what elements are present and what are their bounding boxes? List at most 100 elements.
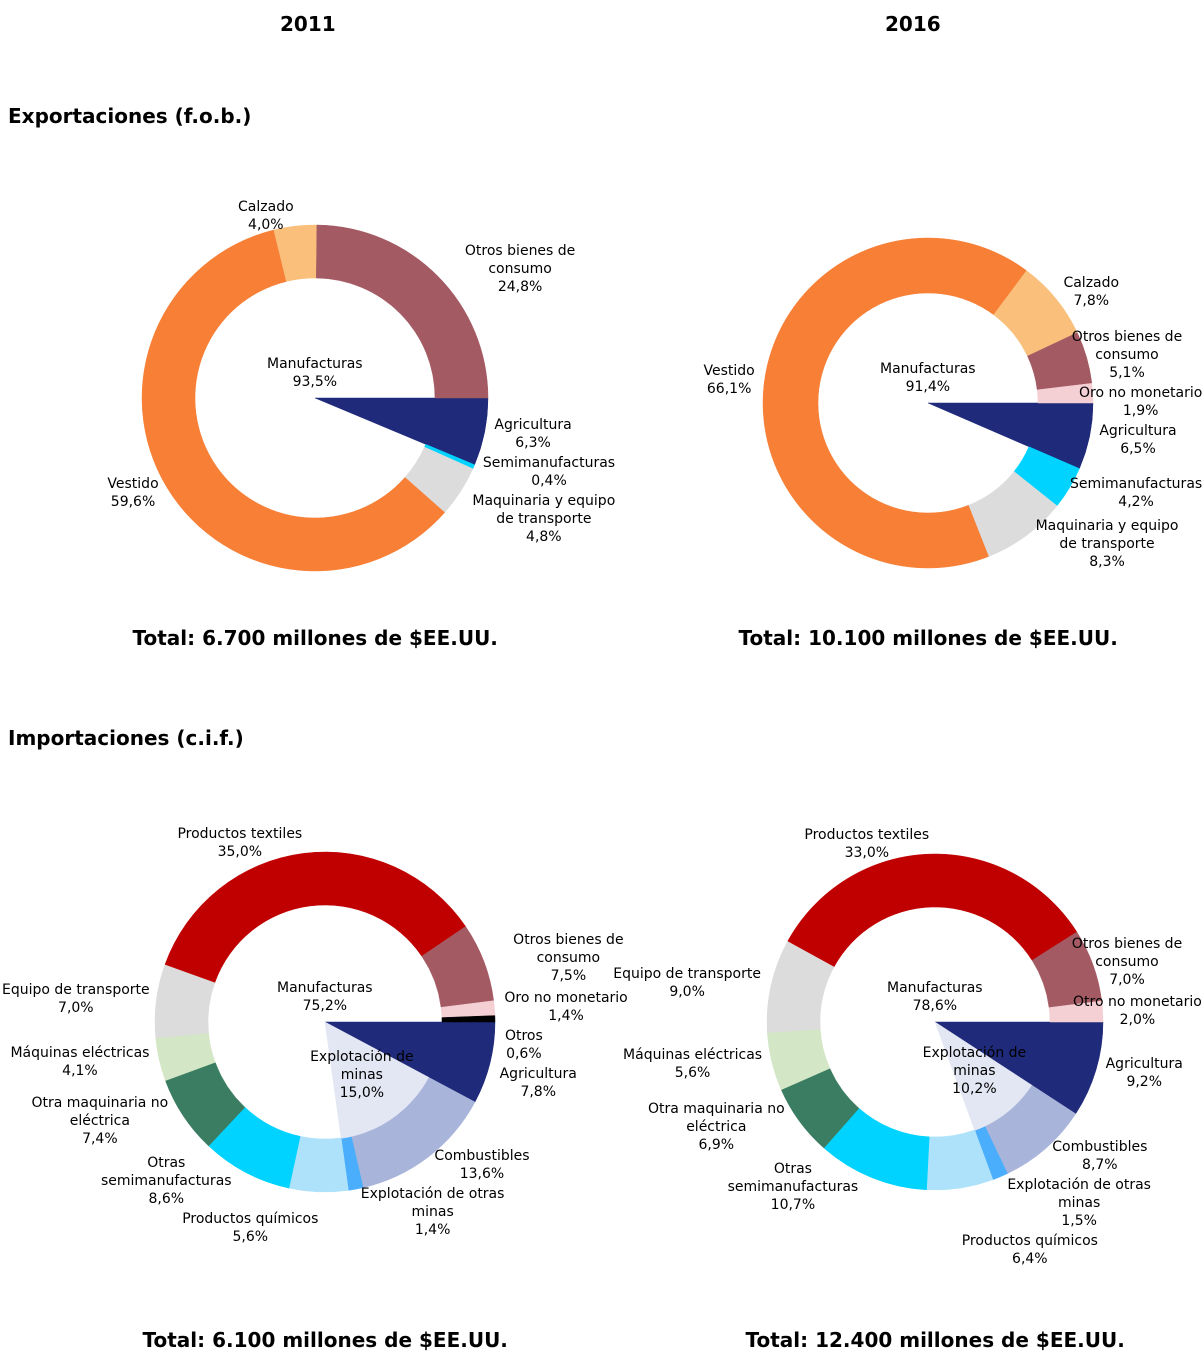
slice-label: Otras semimanufacturas 8,6% [91, 1154, 241, 1208]
label-text: Maquinaria y equipo de transporte [472, 493, 616, 528]
section-title: Importaciones (c.i.f.) [8, 726, 244, 750]
slice-label: Oro no monetario 1,4% [504, 989, 627, 1025]
label-text: 8,3% [1089, 553, 1125, 570]
slice-label: Explotación de otras minas 1,4% [358, 1185, 508, 1239]
slice-label: Otras semimanufacturas 10,7% [718, 1160, 868, 1214]
label-text: Explotación de otras minas [1007, 1176, 1151, 1211]
label-text: Calzado [1063, 275, 1120, 292]
group-label: Manufacturas 75,2% [277, 979, 373, 1015]
label-text: Vestido [703, 362, 755, 379]
label-text: 4,2% [1118, 494, 1154, 511]
label-text: Equipo de transporte [613, 966, 761, 983]
slice-label: Equipo de transporte 9,0% [613, 965, 761, 1001]
slice-label: Combustibles 8,7% [1052, 1138, 1147, 1174]
label-text: Otra maquinaria no eléctrica [31, 1095, 169, 1130]
slice-label: Otra maquinaria no eléctrica 7,4% [25, 1094, 175, 1148]
slice-label: Maquinaria y equipo de transporte 8,3% [1032, 517, 1182, 571]
label-text: Otro no monetario [1073, 993, 1202, 1010]
label-text: Equipo de transporte [2, 982, 150, 999]
slice-label: Otros bienes de consumo 7,5% [493, 931, 643, 985]
label-text: Manufacturas [267, 356, 363, 372]
inner-wedge [927, 402, 1039, 448]
slice-label: Productos químicos 6,4% [962, 1232, 1098, 1268]
label-text: 7,8% [1073, 293, 1110, 310]
label-text: Maquinaria y equipo de transporte [1035, 517, 1179, 552]
ring-slice [1036, 383, 1094, 404]
label-text: Productos químicos [961, 1232, 1098, 1249]
ring-slice [787, 853, 1078, 967]
label-text: 9,2% [1126, 1073, 1163, 1090]
label-text: 4,0% [248, 217, 284, 234]
slice-label: Otros bienes de consumo 24,8% [445, 242, 595, 296]
slice-label: Semimanufacturas 4,2% [1070, 475, 1202, 511]
label-text: Combustibles [1052, 1138, 1148, 1155]
slice-label: Otros bienes de consumo 5,1% [1052, 328, 1202, 382]
slice-label: Calzado 7,8% [1063, 274, 1119, 310]
slice-label: Calzado 4,0% [238, 198, 294, 234]
label-text: Agricultura [1105, 1055, 1183, 1072]
label-text: Explotación de minas [922, 1045, 1027, 1080]
label-text: 33,0% [844, 845, 890, 862]
label-text: 35,0% [217, 844, 263, 861]
ring-slice [1048, 1000, 1104, 1023]
label-text: Máquinas eléctricas [10, 1044, 150, 1061]
slice-label: Productos químicos 5,6% [182, 1210, 318, 1246]
label-text: Productos textiles [804, 827, 930, 844]
label-text: Calzado [238, 199, 294, 216]
group-label: Explotación de minas 15,0% [307, 1048, 417, 1102]
slice-label: Combustibles 13,6% [434, 1147, 529, 1183]
label-text: Otras semimanufacturas [100, 1155, 232, 1190]
label-text: 5,6% [232, 1229, 269, 1246]
label-text: Otra maquinaria no eléctrica [647, 1101, 785, 1136]
slice-label: Agricultura 6,5% [1099, 422, 1176, 458]
ring-slice [316, 224, 489, 399]
slice-label: Maquinaria y equipo de transporte 4,8% [469, 492, 619, 546]
label-text: Otros bienes de consumo [513, 932, 624, 967]
label-text: Otros [504, 1028, 543, 1045]
slice-label: Vestido 59,6% [107, 475, 158, 511]
label-text: 9,0% [669, 984, 705, 1001]
slice-label: Otra maquinaria no eléctrica 6,9% [641, 1100, 791, 1154]
label-text: 7,0% [1109, 971, 1145, 988]
label-text: 78,6% [912, 998, 958, 1014]
label-text: 5,1% [1109, 364, 1145, 381]
label-text: 4,8% [526, 529, 562, 546]
slice-label: Agricultura 7,8% [500, 1065, 577, 1101]
label-text: 15,0% [339, 1084, 385, 1101]
slice-label: Vestido 66,1% [704, 362, 755, 398]
label-text: 93,5% [292, 374, 338, 390]
slice-label: Otros 0,6% [505, 1027, 543, 1063]
label-text: 10,7% [770, 1196, 816, 1213]
slice-label: Equipo de transporte 7,0% [2, 981, 150, 1017]
label-text: Explotación de minas [310, 1048, 414, 1083]
label-text: Máquinas eléctricas [623, 1047, 763, 1064]
group-label: Explotación de minas 10,2% [919, 1044, 1029, 1098]
label-text: Agricultura [1099, 422, 1177, 439]
label-text: 7,5% [550, 968, 587, 985]
label-text: Explotación de otras minas [360, 1185, 505, 1220]
ring-slice [164, 851, 466, 983]
label-text: 4,1% [62, 1062, 98, 1079]
label-text: Agricultura [499, 1066, 577, 1083]
label-text: Otras semimanufacturas [727, 1160, 859, 1195]
label-text: 1,5% [1061, 1212, 1097, 1229]
label-text: 75,2% [302, 998, 348, 1014]
total-note: Total: 10.100 millones de $EE.UU. [738, 626, 1118, 650]
total-note: Total: 6.100 millones de $EE.UU. [142, 1328, 508, 1352]
ring-slice [141, 229, 446, 572]
label-text: 7,4% [82, 1131, 118, 1148]
label-text: Combustibles [434, 1147, 530, 1164]
label-text: 1,4% [414, 1221, 451, 1238]
label-text: Manufacturas [880, 361, 976, 377]
slice-label: Agricultura 9,2% [1106, 1055, 1183, 1091]
label-text: Oro no monetario [1079, 384, 1203, 401]
slice-label: Otro no monetario 2,0% [1073, 993, 1202, 1029]
slice-label: Explotación de otras minas 1,5% [1004, 1176, 1154, 1230]
label-text: 6,9% [698, 1137, 735, 1154]
total-note: Total: 6.700 millones de $EE.UU. [132, 626, 498, 650]
label-text: 10,2% [952, 1081, 997, 1098]
label-text: 0,6% [506, 1046, 542, 1063]
label-text: Agricultura [494, 417, 572, 434]
